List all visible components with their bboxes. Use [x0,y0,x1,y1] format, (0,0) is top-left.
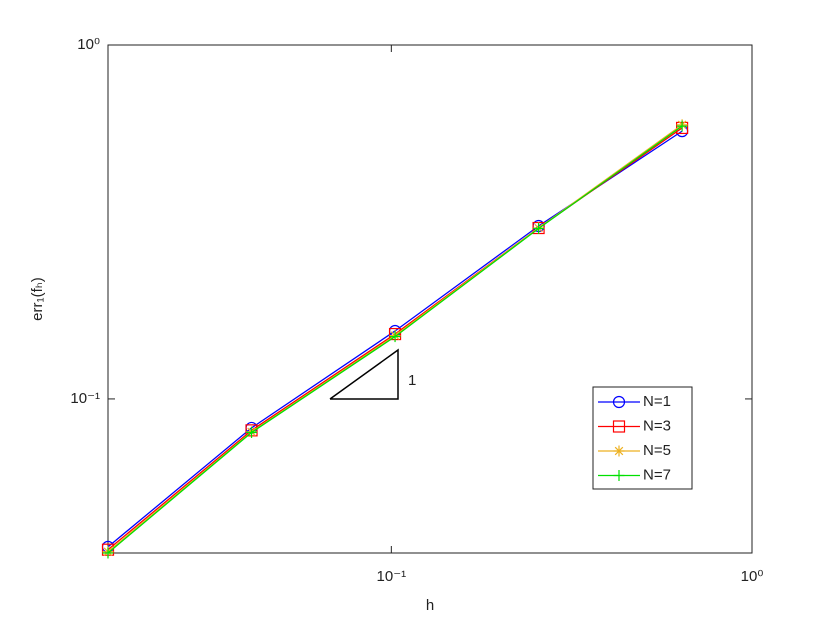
legend-marker [613,445,625,457]
y-tick-label: 10⁰ [77,36,100,53]
y-tick-label: 10⁻¹ [70,390,100,407]
marker [676,120,688,132]
marker [533,223,545,235]
marker-shape [612,420,626,433]
x-tick-label: 10⁰ [741,568,764,585]
legend-label: N=3 [643,417,671,434]
legend [592,386,693,490]
marker [389,331,401,343]
legend-marker [612,395,626,409]
y-axis-label: err₁(fₕ) [29,277,46,321]
marker [246,426,258,438]
marker-shape [612,395,626,409]
x-tick-label: 10⁻¹ [377,568,407,585]
legend-label: N=7 [643,466,671,483]
slope-triangle [329,348,399,400]
legend-label: N=5 [643,442,671,459]
x-axis-label: h [426,597,434,614]
marker-shape [614,446,624,456]
legend-label: N=1 [643,393,671,410]
legend-marker [612,420,626,433]
marker [102,547,114,559]
slope-label: 1 [408,372,416,389]
legend-marker [613,470,625,481]
